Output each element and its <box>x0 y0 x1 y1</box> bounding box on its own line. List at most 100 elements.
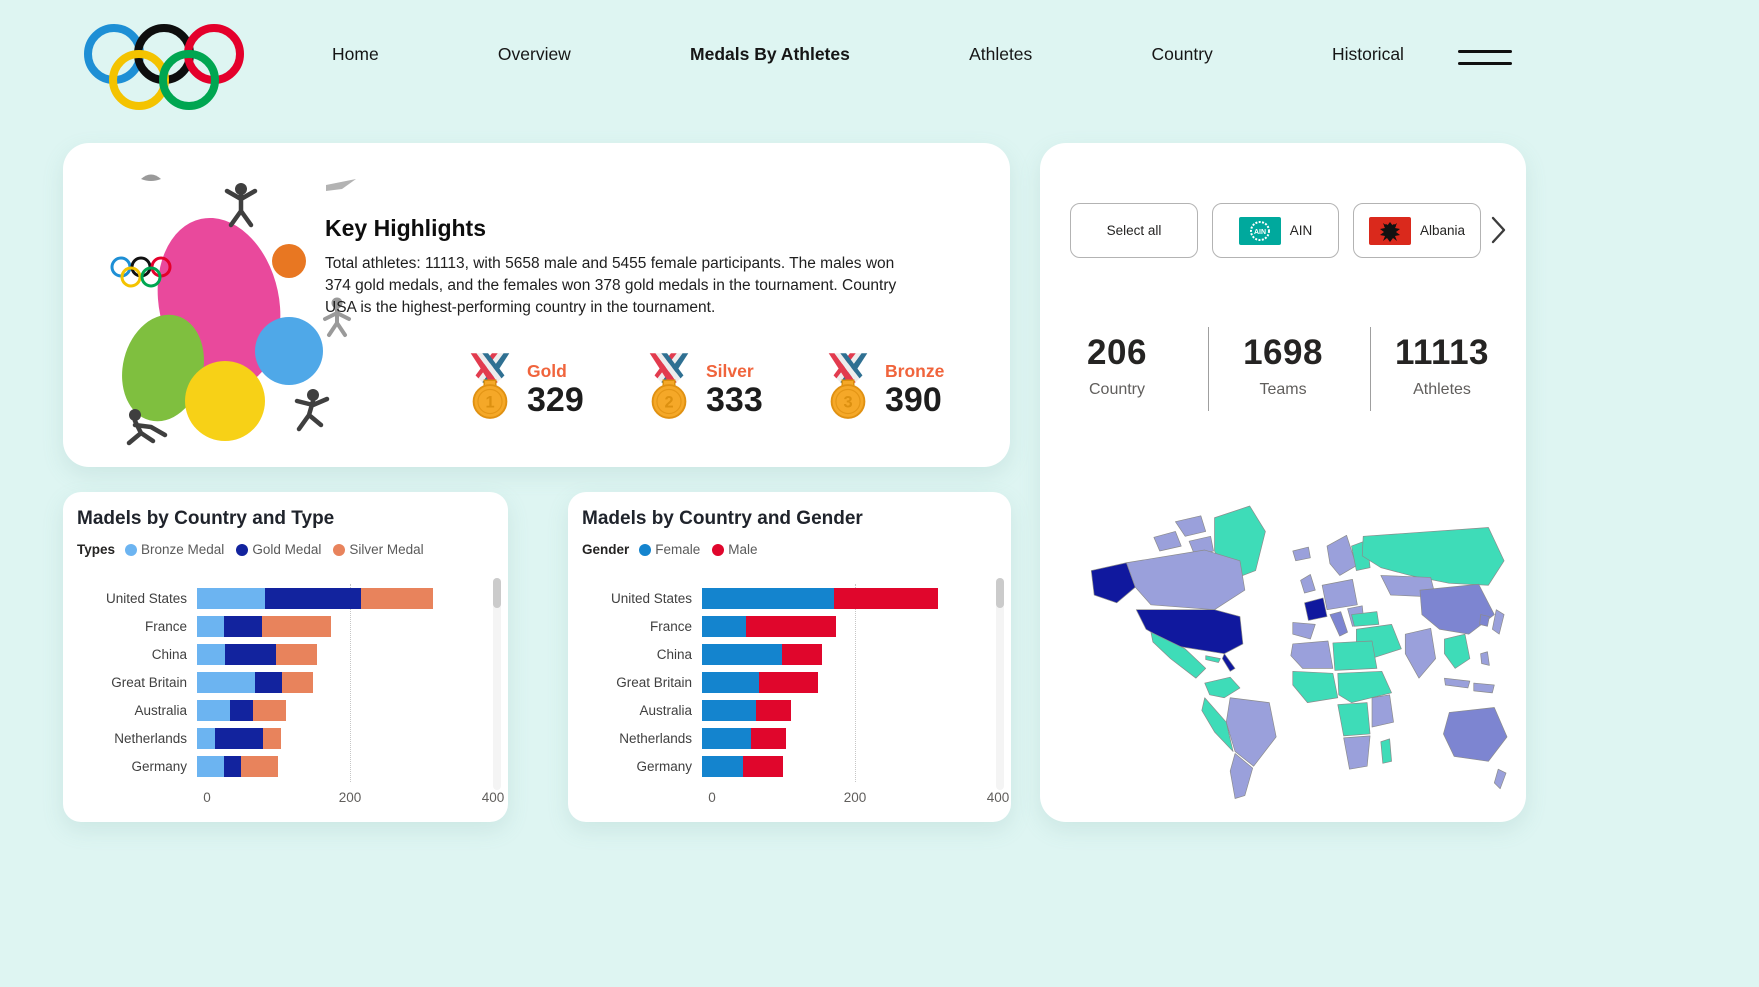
bar-segment[interactable] <box>197 643 225 665</box>
albania-flag-icon <box>1368 216 1411 245</box>
category-label: China <box>151 646 187 662</box>
chart-legend: Gender Female Male <box>582 542 770 557</box>
bar-track <box>197 699 483 721</box>
bar-track <box>197 643 483 665</box>
medals-by-country-and-gender-chart: Madels by Country and Gender Gender Femal… <box>568 492 1011 822</box>
bar-row: Australia <box>77 696 497 724</box>
legend-item[interactable]: Bronze Medal <box>125 542 224 557</box>
bar-track <box>702 699 988 721</box>
teams-label: Teams <box>1259 381 1307 398</box>
bar-segment[interactable] <box>224 615 263 637</box>
bar-segment[interactable] <box>702 587 835 609</box>
bar-row: China <box>582 640 1002 668</box>
x-axis-tick: 400 <box>481 790 505 805</box>
bar-segment[interactable] <box>214 727 263 749</box>
hamburger-icon[interactable] <box>1458 50 1512 68</box>
x-axis-tick: 0 <box>708 790 716 805</box>
category-label: Netherlands <box>114 730 187 746</box>
bar-segment[interactable] <box>702 755 743 777</box>
gold-label: Gold <box>527 361 567 382</box>
bar-segment[interactable] <box>702 727 752 749</box>
bar-segment[interactable] <box>282 671 313 693</box>
legend-dot <box>236 543 249 556</box>
legend-label: Female <box>655 542 701 557</box>
gold-medal-summary: 1 Gold 329 <box>463 353 585 421</box>
bar-segment[interactable] <box>262 615 331 637</box>
highlights-title: Key Highlights <box>325 215 487 241</box>
bar-segment[interactable] <box>751 727 787 749</box>
bar-segment[interactable] <box>262 727 282 749</box>
bar-segment[interactable] <box>702 643 783 665</box>
bar-segment[interactable] <box>254 671 283 693</box>
x-axis-tick: 400 <box>986 790 1010 805</box>
gridline <box>350 584 351 782</box>
bar-segment[interactable] <box>275 643 318 665</box>
legend-item[interactable]: Male <box>712 542 758 557</box>
category-label: Germany <box>131 758 187 774</box>
ain-flag-icon: AIN <box>1238 216 1281 245</box>
silver-medal-icon: 2 <box>649 353 689 419</box>
olympic-rings-icon <box>84 24 244 110</box>
bar-row: China <box>77 640 497 668</box>
highlights-description: Total athletes: 11113, with 5658 male an… <box>325 255 897 316</box>
nav-item-home[interactable]: Home <box>332 44 379 64</box>
nav-item-overview[interactable]: Overview <box>497 44 571 64</box>
category-label: China <box>656 646 692 662</box>
legend-item[interactable]: Female <box>639 542 700 557</box>
albania-label: Albania <box>1419 223 1466 238</box>
gold-count: 329 <box>527 381 584 420</box>
nav-item-medals-by-athletes[interactable]: Medals By Athletes <box>690 44 850 64</box>
bar-track <box>197 727 483 749</box>
bar-segment[interactable] <box>756 699 791 721</box>
chart-plot-area: United States France China Great Britain Aus… <box>582 584 1009 810</box>
bar-segment[interactable] <box>197 615 225 637</box>
silver-medal-summary: 2 Silver 333 <box>642 353 764 421</box>
nav-menu: Home Overview Medals By Athletes Athletes Co… <box>332 44 1404 65</box>
nav-item-country[interactable]: Country <box>1151 44 1213 64</box>
bar-segment[interactable] <box>229 699 253 721</box>
athletes-label: Athletes <box>1413 381 1471 398</box>
bar-segment[interactable] <box>782 643 823 665</box>
legend-label: Gold Medal <box>252 542 322 557</box>
bar-segment[interactable] <box>264 587 361 609</box>
world-choropleth-map[interactable] <box>1058 473 1508 809</box>
chevron-right-icon[interactable] <box>1489 215 1507 245</box>
bar-segment[interactable] <box>197 755 225 777</box>
chart-scrollbar[interactable] <box>493 578 501 790</box>
filter-button-ain[interactable]: AIN AIN <box>1212 203 1339 258</box>
bronze-medal-summary: 3 Bronze 390 <box>821 353 944 421</box>
bar-segment[interactable] <box>834 587 938 609</box>
bar-track <box>702 755 988 777</box>
medal-summary-row: 1 Gold 329 2 Silver 333 <box>463 353 944 421</box>
legend-title: Gender <box>582 542 630 557</box>
scrollbar-thumb[interactable] <box>996 578 1004 608</box>
bar-segment[interactable] <box>197 727 215 749</box>
bar-segment[interactable] <box>197 671 255 693</box>
bar-segment[interactable] <box>702 615 747 637</box>
legend-label: Male <box>728 542 758 557</box>
olympics-collage-image <box>110 174 356 446</box>
bar-segment[interactable] <box>241 755 278 777</box>
filter-button-albania[interactable]: Albania <box>1353 203 1481 258</box>
bar-row: Great Britain <box>582 668 1002 696</box>
nav-item-historical[interactable]: Historical <box>1331 44 1404 64</box>
bar-segment[interactable] <box>759 671 818 693</box>
bar-segment[interactable] <box>360 587 433 609</box>
bar-segment[interactable] <box>224 643 276 665</box>
nav-item-athletes[interactable]: Athletes <box>969 44 1033 64</box>
bar-segment[interactable] <box>702 671 760 693</box>
bar-segment[interactable] <box>746 615 836 637</box>
scrollbar-thumb[interactable] <box>493 578 501 608</box>
bar-segment[interactable] <box>252 699 286 721</box>
bar-segment[interactable] <box>702 699 757 721</box>
legend-item[interactable]: Gold Medal <box>236 542 321 557</box>
bar-segment[interactable] <box>197 699 230 721</box>
legend-item[interactable]: Silver Medal <box>333 542 424 557</box>
bar-segment[interactable] <box>197 587 265 609</box>
bar-segment[interactable] <box>224 755 242 777</box>
country-label: Country <box>1088 381 1146 398</box>
select-all-button[interactable]: Select all <box>1070 203 1198 258</box>
gridline <box>855 584 856 782</box>
bar-segment[interactable] <box>742 755 783 777</box>
chart-scrollbar[interactable] <box>996 578 1004 790</box>
